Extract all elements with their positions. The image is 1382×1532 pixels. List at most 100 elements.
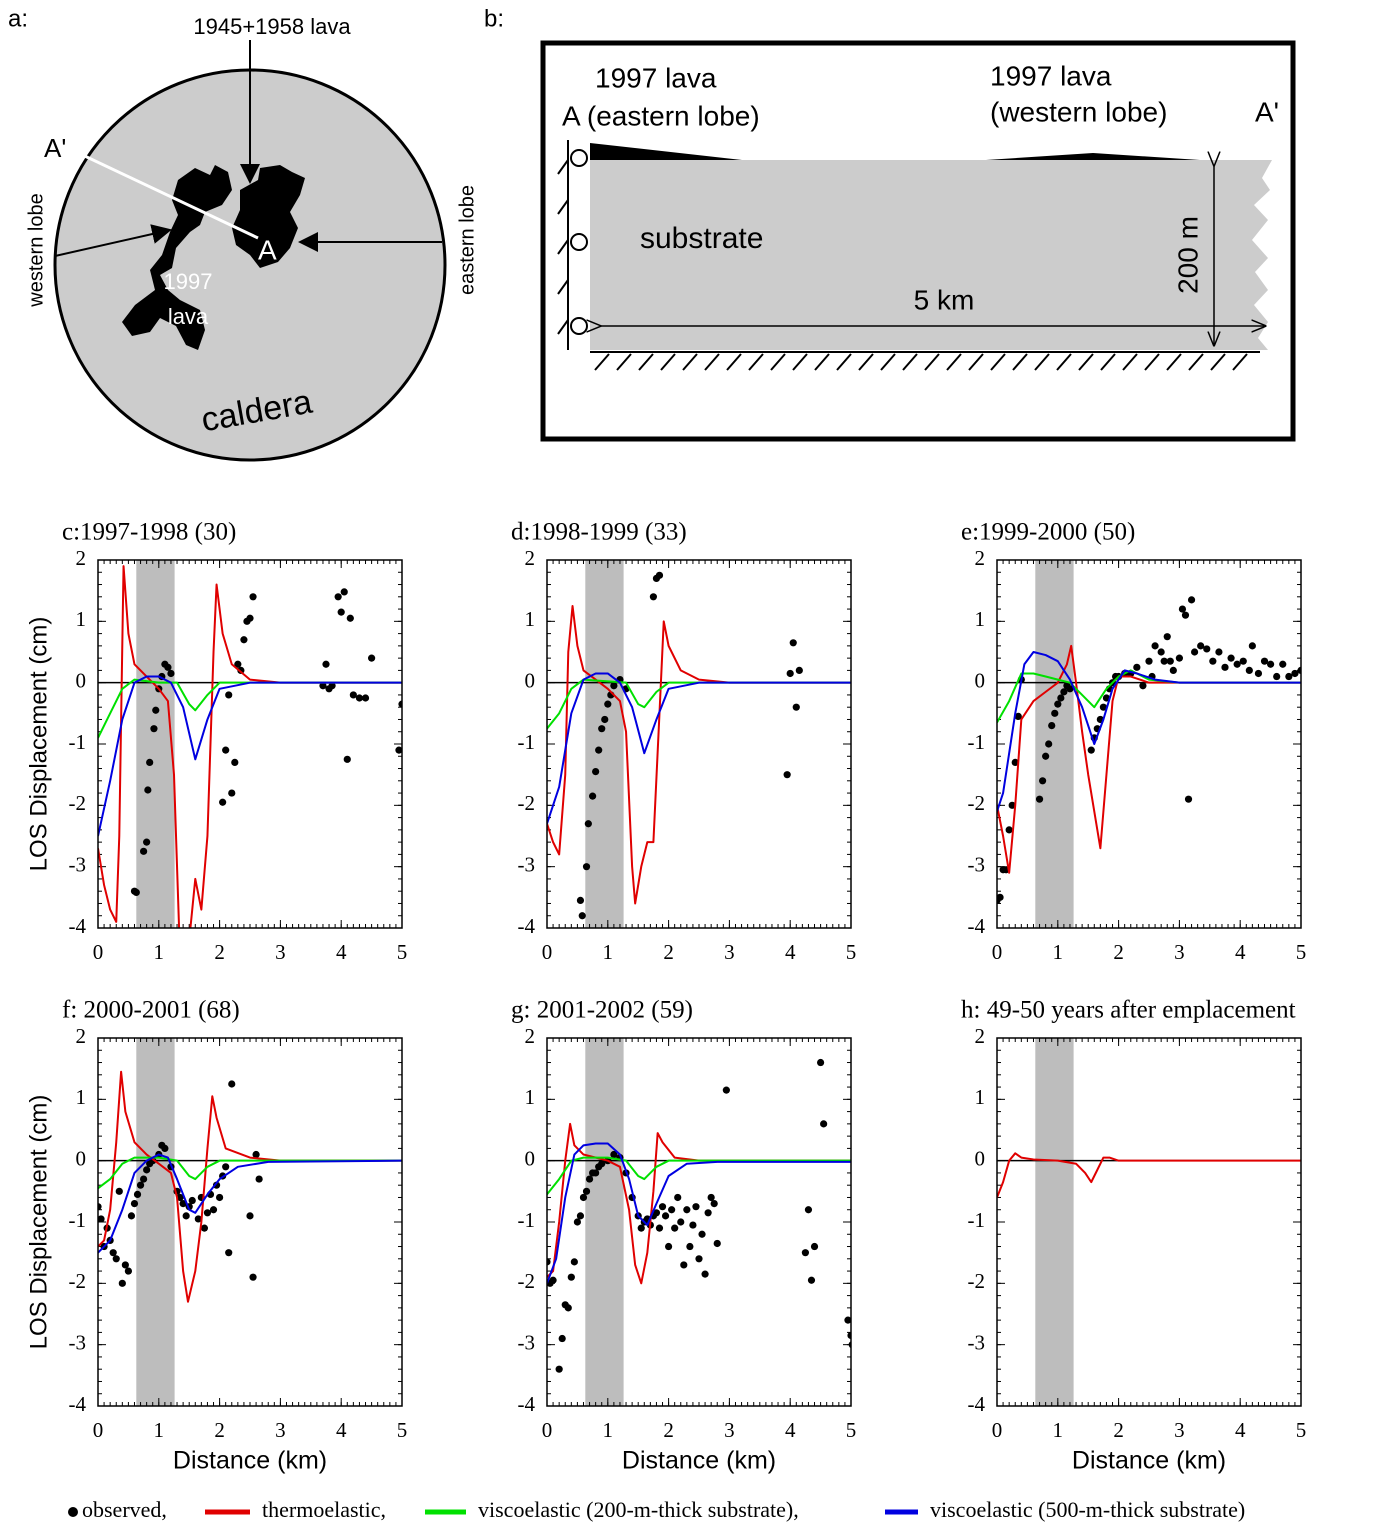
observed-point [795,666,803,675]
observed-point [1139,682,1147,690]
observed-point [203,1209,212,1217]
plot-frame [996,559,1302,929]
chart: -4 -3 -2 -1 0 1 2 0 1 2 3 4 5 h: 49-50 years after em… [961,997,1306,1475]
y-tick-label: -4 [69,914,87,938]
legend-label: thermoelastic, [262,1497,386,1522]
observed-point [231,758,239,767]
observed-point [1227,654,1235,662]
chart-title: h: 49-50 years after emplacement [961,997,1296,1024]
panel-b: b: 1997 lava A (eastern lobe) 1997 lava … [484,5,1296,442]
label: 1997 [164,269,213,294]
y-tick-label: -3 [968,1330,986,1354]
model-line [547,1156,851,1196]
chart: -4 -3 -2 -1 0 1 2 0 1 2 3 4 5 f: 2000-2001 (68) LOS Di… [25,997,407,1475]
x-tick-label: 2 [663,940,674,964]
observed-point [1279,660,1287,668]
y-tick-label: 0 [975,668,986,692]
y-tick-label: 1 [525,607,536,631]
observed-point [228,1080,236,1088]
observed-point [212,1181,221,1189]
observed-point [1145,657,1153,665]
x-tick-label: 1 [1053,940,1064,964]
x-axis-label: Distance (km) [622,1447,776,1475]
x-tick-label: 3 [1174,940,1185,964]
y-tick-label: -2 [69,1269,87,1293]
y-tick-label: -4 [69,1392,87,1416]
y-tick-label: 2 [525,1024,536,1048]
x-tick-label: 1 [603,940,614,964]
lava-band [1035,1038,1074,1406]
observed-point [1011,758,1019,767]
y-tick-label: 0 [525,668,536,692]
observed-point [1285,672,1293,681]
x-tick-label: 0 [992,940,1003,964]
x-tick-label: 5 [397,1418,408,1442]
observed-point [1057,694,1065,702]
lava-west [986,153,1200,160]
observed-point [209,1206,218,1214]
observed-point [692,1203,700,1211]
observed-point [112,1255,120,1263]
label: A' [44,133,66,163]
y-tick-label: -2 [968,1269,986,1293]
legend-label: observed, [82,1497,167,1522]
observed-point [334,593,342,601]
observed-point [1035,795,1044,803]
y-tick-label: -2 [968,791,986,815]
y-tick-label: -1 [968,1208,986,1232]
observed-point [219,798,227,806]
observed-point [555,1365,563,1373]
x-tick-label: 3 [1174,1418,1185,1442]
x-tick-label: 0 [93,1418,104,1442]
observed-point [786,669,794,678]
observed-point [133,1190,142,1198]
observed-point [547,1258,551,1266]
x-tick-label: 5 [1296,1418,1307,1442]
observed-point [661,1212,670,1220]
observed-point [707,1193,715,1202]
observed-point [1005,826,1013,834]
x-tick-label: 5 [1296,940,1307,964]
observed-point [820,1120,828,1128]
observed-point [576,1212,585,1220]
y-tick-label: -1 [69,730,87,754]
observed-point [368,654,376,662]
observed-point [604,700,612,708]
chart-title: g: 2001-2002 (59) [511,997,693,1024]
observed-point [144,786,152,794]
x-tick-label: 1 [154,940,165,964]
observed-point [361,694,370,702]
model-line [98,1153,402,1254]
observed-point [595,746,603,754]
observed-point [847,1331,851,1340]
y-tick-label: 2 [76,546,87,570]
observed-point [1260,657,1269,665]
observed-point [671,1224,679,1232]
observed-point [136,1181,145,1189]
observed-point [549,1276,557,1284]
label: 5 km [914,284,975,315]
observed-point [649,593,658,601]
observed-point [804,1206,813,1214]
label: lava [168,304,209,329]
lava-flow [122,165,305,350]
y-tick-label: -2 [518,791,536,815]
label: (western lobe) [990,96,1167,127]
x-tick-label: 0 [992,1418,1003,1442]
chart: -4 -3 -2 -1 0 1 2 0 1 2 3 4 5 d:1998-1999 (33) [511,519,856,964]
observed-point [200,1224,208,1232]
model-line [98,1156,402,1190]
plot-frame [546,559,852,929]
model-line [98,1070,402,1303]
observed-point [592,1169,600,1177]
model-line [547,678,851,730]
observed-point [1166,657,1174,665]
observed-point [118,1279,126,1287]
chart-title: c:1997-1998 (30) [62,519,236,546]
observed-point [98,1203,102,1211]
y-tick-label: 2 [525,546,536,570]
label: A (eastern lobe) [562,100,760,131]
y-tick-label: 1 [76,607,87,631]
observed-point [398,700,402,708]
y-tick-label: 0 [76,1146,87,1170]
